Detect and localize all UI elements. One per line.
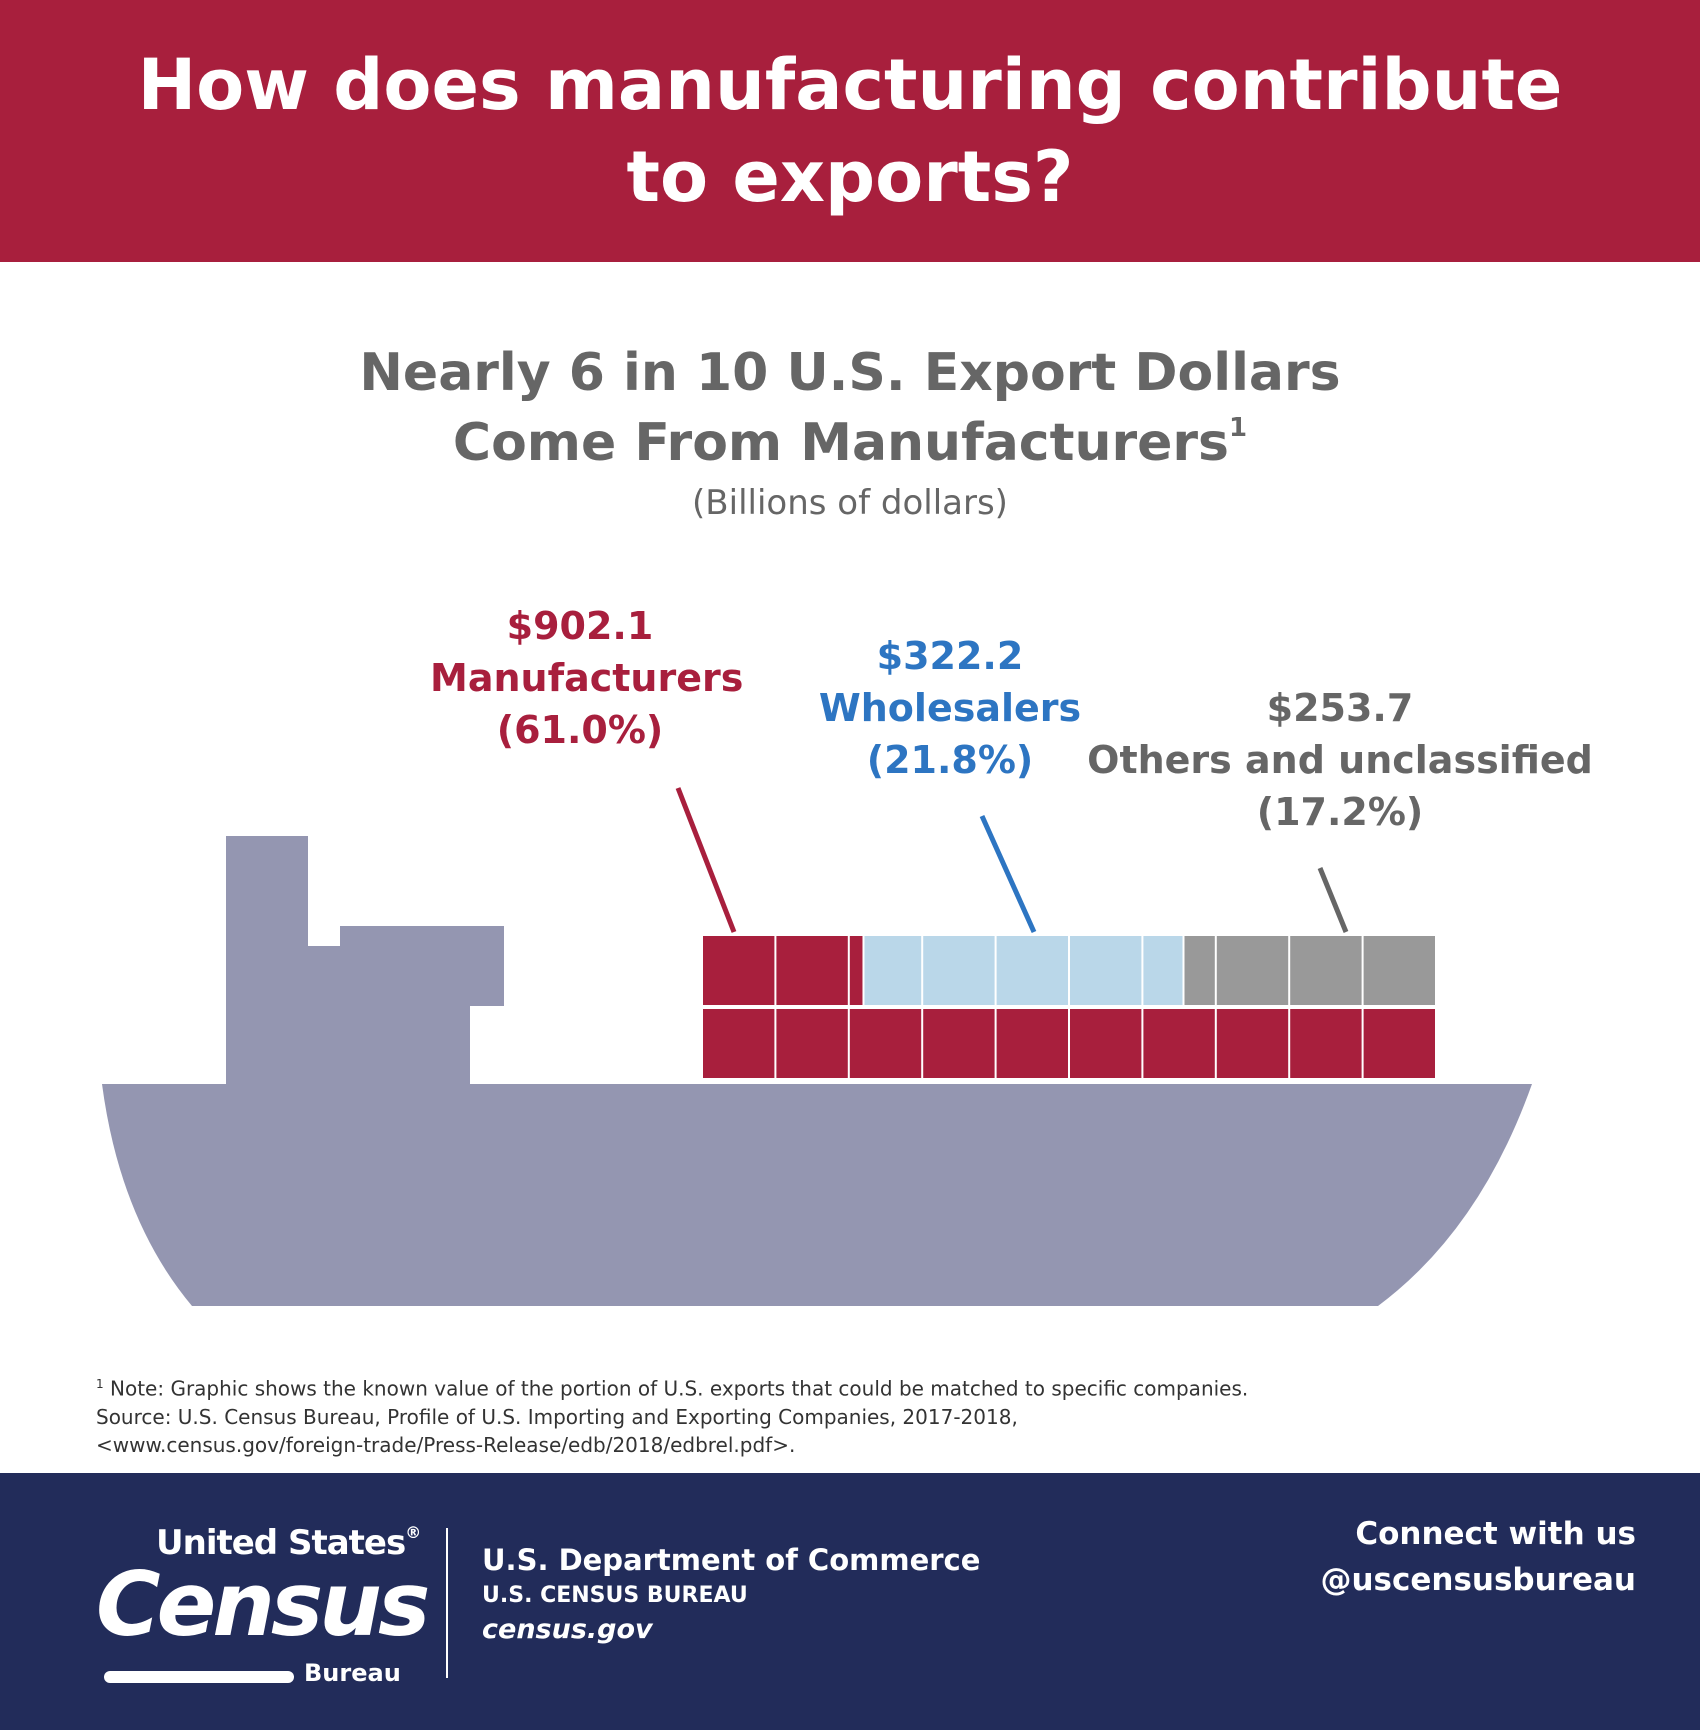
others-leader-line [1317,867,1349,933]
manufacturers-leader-line [675,787,737,933]
others-value: $253.7 [1266,686,1414,730]
logo-top-text: United States [156,1523,406,1563]
container-stack [703,936,1435,1078]
footnote-note: 1 Note: Graphic shows the known value of… [96,1370,1496,1403]
manufacturers-label: $902.1 Manufacturers (61.0%) [430,600,744,756]
chart-title-line-1: Nearly 6 in 10 U.S. Export Dollars [359,343,1341,403]
top-row-container-manufacturers [849,936,863,1005]
logo-underline [104,1671,294,1683]
census-logo: United States® Census Bureau [96,1523,430,1687]
top-row-container-wholesalers [923,936,995,1005]
bottom-row-container-manufacturers [923,1009,995,1078]
manufacturers-value: $902.1 [506,604,654,648]
bottom-row-container-manufacturers [1216,1009,1289,1078]
commerce-bureau: U.S. CENSUS BUREAU [482,1583,748,1608]
social-handle[interactable]: @uscensusbureau [1320,1562,1636,1598]
wholesalers-percent: (21.8%) [866,738,1034,782]
ship-chart [102,787,1532,1306]
bottom-row-container-manufacturers [1363,1009,1435,1078]
chart-unit: (Billions of dollars) [692,483,1008,523]
census-site-link[interactable]: census.gov [482,1614,653,1645]
wholesalers-leader-line [979,814,1037,934]
footnote-note-mark: 1 [96,1377,104,1391]
footnote: 1 Note: Graphic shows the known value of… [96,1370,1496,1459]
bottom-row-container-manufacturers [1290,1009,1362,1078]
bottom-row-container-manufacturers [703,1009,775,1078]
footer-divider [446,1528,448,1678]
logo-bureau: Bureau [304,1659,401,1687]
top-row-container-wholesalers [996,936,1068,1005]
wholesalers-name: Wholesalers [818,686,1082,730]
wholesalers-label: $322.2 Wholesalers (21.8%) [800,630,1100,786]
connect-text: Connect with us [1355,1516,1636,1552]
chart-title-line-2: Come From Manufacturers1 [0,408,1700,478]
logo-census: Census [96,1553,430,1656]
bottom-row-container-manufacturers [776,1009,848,1078]
chart-title: Nearly 6 in 10 U.S. Export Dollars Come … [0,338,1700,526]
bottom-row-container-manufacturers [996,1009,1068,1078]
chart-title-line-2-text: Come From Manufacturers [452,413,1229,473]
page-title-line-1: How does manufacturing contribute [137,44,1563,126]
commerce-dept: U.S. Department of Commerce [482,1543,981,1577]
top-row-container-manufacturers [776,936,848,1005]
title-banner: How does manufacturing contribute to exp… [0,0,1700,262]
bottom-row-container-manufacturers [1143,1009,1215,1078]
footer: United States® Census Bureau U.S. Depart… [0,1473,1700,1730]
top-row-container-wholesalers [1143,936,1183,1005]
ship-body [226,836,504,1084]
ship-hull [102,1084,1532,1306]
top-row-container-manufacturers [703,936,775,1005]
logo-united-states: United States® [156,1523,421,1563]
footnote-note-text: Note: Graphic shows the known value of t… [110,1376,1249,1401]
manufacturers-percent: (61.0%) [496,708,664,752]
others-label: $253.7 Others and unclassified (17.2%) [1080,682,1600,838]
social-block: Connect with us @uscensusbureau [1320,1511,1636,1603]
top-row-container-wholesalers [1070,936,1142,1005]
top-row-container-others-and-unclassified [1184,936,1215,1005]
logo-registered-mark: ® [405,1523,421,1542]
footnote-url: <www.census.gov/foreign-trade/Press-Rele… [96,1432,796,1457]
bottom-row-container-manufacturers [1070,1009,1142,1078]
top-row-container-others-and-unclassified [1290,936,1362,1005]
others-name: Others and unclassified [1087,738,1593,782]
page-title-line-2: to exports? [626,136,1074,218]
bottom-row-container-manufacturers [849,1009,922,1078]
top-row-container-others-and-unclassified [1363,936,1435,1005]
wholesalers-value: $322.2 [876,634,1024,678]
footnote-source: Source: U.S. Census Bureau, Profile of U… [96,1404,1018,1429]
commerce-block: U.S. Department of Commerce U.S. CENSUS … [482,1543,980,1645]
others-percent: (17.2%) [1256,790,1424,834]
top-row-container-wholesalers [864,936,922,1005]
top-row-container-others-and-unclassified [1216,936,1289,1005]
manufacturers-name: Manufacturers [430,656,744,700]
footnote-mark: 1 [1229,413,1248,443]
